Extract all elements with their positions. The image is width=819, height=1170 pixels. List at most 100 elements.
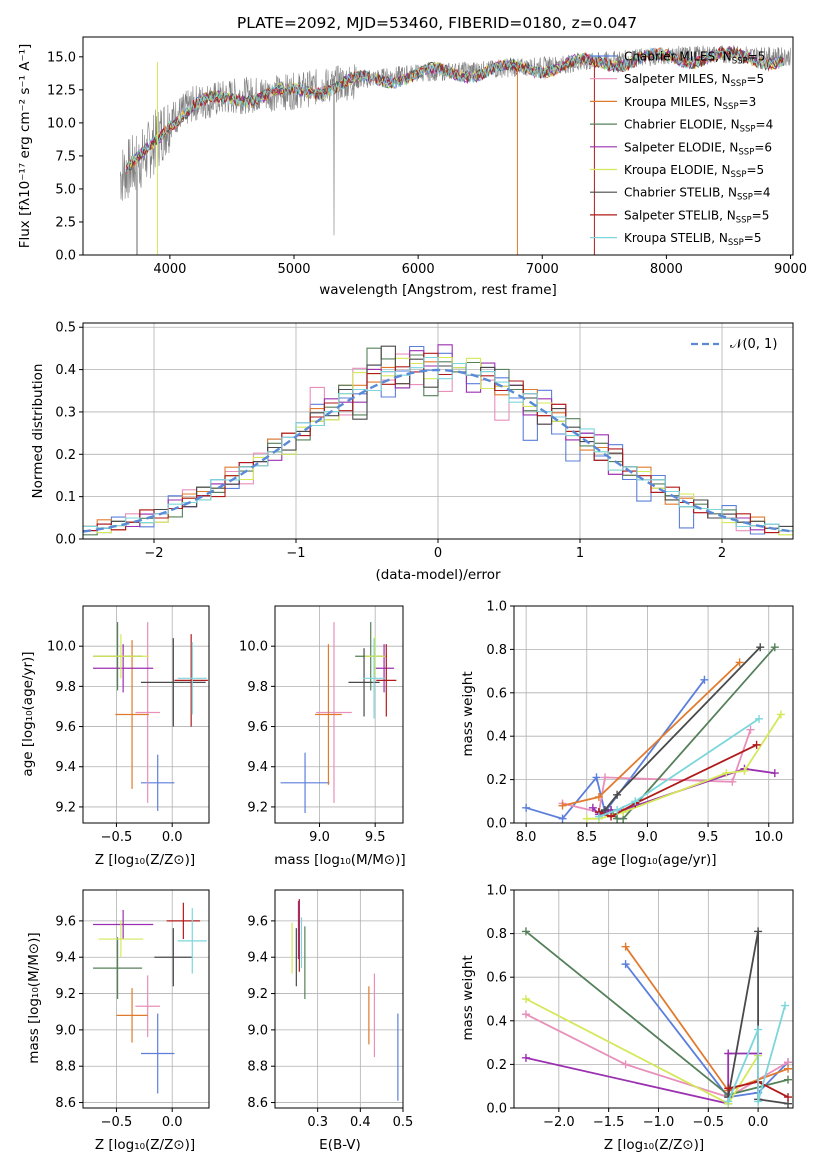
- legend-label-main: Kroupa ELODIE, N: [624, 163, 731, 177]
- age-vs-mass-axes-frame: [274, 605, 404, 824]
- mass-vs-Z-y-tick-label: 9.0: [55, 1023, 76, 1038]
- age-vs-Z-y-tick-label: 9.2: [55, 800, 76, 815]
- spectrum-y-tick-label: 10.0: [47, 116, 76, 131]
- mass-vs-Z-axis-decor: −0.5 0.0 8.6 8.8 9.0 9.2 9.4 9.6: [55, 889, 210, 1130]
- age-vs-Z-point: [140, 754, 175, 811]
- weight-vs-Z-series-marker: [784, 1075, 793, 1084]
- mass-vs-ebv-y-tick-label: 8.8: [247, 1060, 268, 1075]
- age-vs-mass-point: [315, 644, 342, 785]
- legend-label-main: Chabrier STELIB, N: [624, 186, 737, 200]
- mass-vs-ebv-x-tick-label: 0.4: [350, 1115, 371, 1130]
- spectrum-y-tick-label: 15.0: [47, 50, 76, 65]
- legend-label-sub: SSP: [740, 125, 756, 135]
- mass-vs-Z-x-label: Z [log₁₀(Z/Z⊙)]: [95, 1137, 195, 1153]
- age-vs-mass-point: [316, 622, 352, 803]
- legend-label: Chabrier MILES, NSSP=5: [624, 50, 765, 67]
- spectrum-x-label: wavelength [Angstrom, rest frame]: [319, 282, 557, 298]
- weight-vs-age-x-tick-label: 8.0: [516, 830, 537, 845]
- spectrum-plot-area: [119, 44, 791, 255]
- age-vs-Z-y-tick-label: 9.8: [55, 680, 76, 695]
- legend-label-tail: =5: [752, 208, 770, 222]
- weight-vs-age-series-marker: [770, 769, 779, 778]
- model-spectrum-line: [126, 46, 784, 172]
- mass-vs-ebv-y-tick-label: 9.4: [247, 951, 268, 966]
- weight-vs-age-x-tick-label: 8.5: [576, 830, 597, 845]
- mass-vs-Z-point: [154, 928, 193, 987]
- spectrum-x-tick-label: 6000: [402, 262, 435, 277]
- mass-vs-Z-panel: Z [log₁₀(Z/Z⊙)] mass [log₁₀(M/M⊙)] −0.5 0…: [26, 889, 210, 1153]
- age-vs-Z-y-tick-label: 9.4: [55, 760, 76, 775]
- weight-vs-Z-y-tick-label: 0.6: [486, 971, 507, 986]
- residuals-y-label: Normed distribution: [30, 364, 46, 499]
- weight-vs-Z-series-marker: [724, 1049, 733, 1058]
- residuals-histograms: [83, 344, 793, 536]
- weight-vs-age-series-marker: [740, 766, 749, 775]
- spectrum-x-tick-label: 8000: [650, 262, 683, 277]
- age-vs-Z-y-label: age [log₁₀(age/yr)]: [20, 651, 36, 776]
- age-vs-mass-point: [280, 752, 330, 813]
- mass-vs-ebv-x-tick-label: 0.5: [393, 1115, 414, 1130]
- weight-vs-Z-axis-decor: −2.0 −1.5 −1.0 −0.5 0.0 0.0 0.2 0.4 0.6 0.8 1.0: [486, 884, 794, 1130]
- weight-vs-Z-y-tick-label: 0.8: [486, 927, 507, 942]
- age-vs-Z-x-tick-label: 0.0: [162, 830, 183, 845]
- mass-vs-Z-y-label: mass [log₁₀(M/M⊙)]: [26, 932, 42, 1063]
- weight-vs-age-series-marker: [613, 790, 622, 799]
- legend-label-tail: =3: [739, 95, 757, 109]
- mass-vs-ebv-axis-decor: 0.3 0.4 0.5 8.6 8.8 9.0 9.2 9.4 9.6: [247, 889, 414, 1130]
- legend-label-sub: SSP: [732, 57, 748, 67]
- weight-vs-age-series-marker: [600, 805, 609, 814]
- weight-vs-age-series-marker: [735, 658, 744, 667]
- mass-vs-Z-point: [93, 909, 154, 940]
- residuals-y-tick-label: 0.1: [55, 490, 76, 505]
- age-vs-Z-plot-area: [93, 622, 208, 811]
- spectrum-x-tick-label: 9000: [774, 262, 807, 277]
- spectrum-y-ticks: 0.0 2.5 5.0 7.5 10.0 12.5 15.0: [47, 50, 83, 264]
- weight-vs-age-series-line: [598, 718, 760, 818]
- legend-label-tail: =4: [756, 118, 774, 132]
- age-vs-Z-point: [115, 640, 149, 789]
- weight-vs-Z-series-marker: [784, 1064, 793, 1073]
- age-vs-mass-x-label: mass [log₁₀(M/M⊙)]: [274, 852, 405, 868]
- legend-label-sub: SSP: [737, 193, 753, 203]
- weight-vs-age-y-tick-label: 1.0: [486, 600, 507, 615]
- weight-vs-Z-series-marker: [521, 995, 530, 1003]
- weight-vs-age-series-marker: [776, 710, 785, 719]
- age-vs-mass-x-tick-label: 9.5: [365, 830, 386, 845]
- weight-vs-Z-series-marker: [621, 1060, 630, 1069]
- legend-label-sub: SSP: [738, 147, 754, 157]
- legend-label-sub: SSP: [728, 238, 744, 248]
- mass-vs-Z-x-tick-label: 0.0: [162, 1115, 183, 1130]
- legend-label: Salpeter ELODIE, NSSP=6: [624, 140, 772, 157]
- legend-label-main: Kroupa MILES, N: [624, 95, 723, 109]
- weight-vs-Z-series-line: [727, 1005, 786, 1102]
- age-vs-Z-y-tick-label: 9.6: [55, 720, 76, 735]
- residuals-x-tick-label: 1: [576, 546, 584, 561]
- residuals-y-ticks: 0.0 0.1 0.2 0.3 0.4 0.5: [55, 321, 83, 548]
- weight-vs-Z-x-label: Z [log₁₀(Z/Z⊙)]: [604, 1137, 704, 1153]
- mass-vs-Z-y-tick-label: 9.2: [55, 987, 76, 1002]
- mass-vs-ebv-y-tick-label: 9.6: [247, 914, 268, 929]
- weight-vs-age-x-tick-label: 10.0: [754, 830, 783, 845]
- weight-vs-age-x-tick-label: 9.0: [637, 830, 658, 845]
- weight-vs-Z-x-tick-label: −1.0: [643, 1115, 675, 1130]
- legend-label: Chabrier ELODIE, NSSP=4: [624, 118, 773, 135]
- weight-vs-Z-series-marker: [754, 1025, 763, 1034]
- weight-vs-age-series-marker: [746, 725, 755, 734]
- legend-label-main: Kroupa STELIB, N: [624, 231, 728, 245]
- legend-label-main: Chabrier ELODIE, N: [624, 118, 740, 132]
- mass-vs-Z-y-tick-label: 9.4: [55, 951, 76, 966]
- age-vs-mass-plot-area: [280, 622, 397, 813]
- legend-label-sub: SSP: [731, 170, 747, 180]
- residuals-y-tick-label: 0.3: [55, 405, 76, 420]
- weight-vs-Z-series-line: [727, 931, 789, 1105]
- weight-vs-Z-y-tick-label: 0.0: [486, 1102, 507, 1117]
- age-vs-Z-panel: Z [log₁₀(Z/Z⊙)] age [log₁₀(age/yr)] −0.5…: [20, 605, 210, 868]
- mass-vs-Z-x-tick-label: −0.5: [101, 1115, 133, 1130]
- weight-vs-age-series-line: [562, 661, 741, 807]
- weight-vs-Z-axes-frame: [513, 889, 794, 1109]
- legend-label-main: Salpeter MILES, N: [624, 72, 731, 86]
- weight-vs-Z-series-marker: [784, 1093, 793, 1102]
- mass-vs-Z-plot-area: [93, 902, 207, 1094]
- weight-vs-age-series-marker: [607, 812, 616, 821]
- weight-vs-age-series-marker: [522, 803, 531, 812]
